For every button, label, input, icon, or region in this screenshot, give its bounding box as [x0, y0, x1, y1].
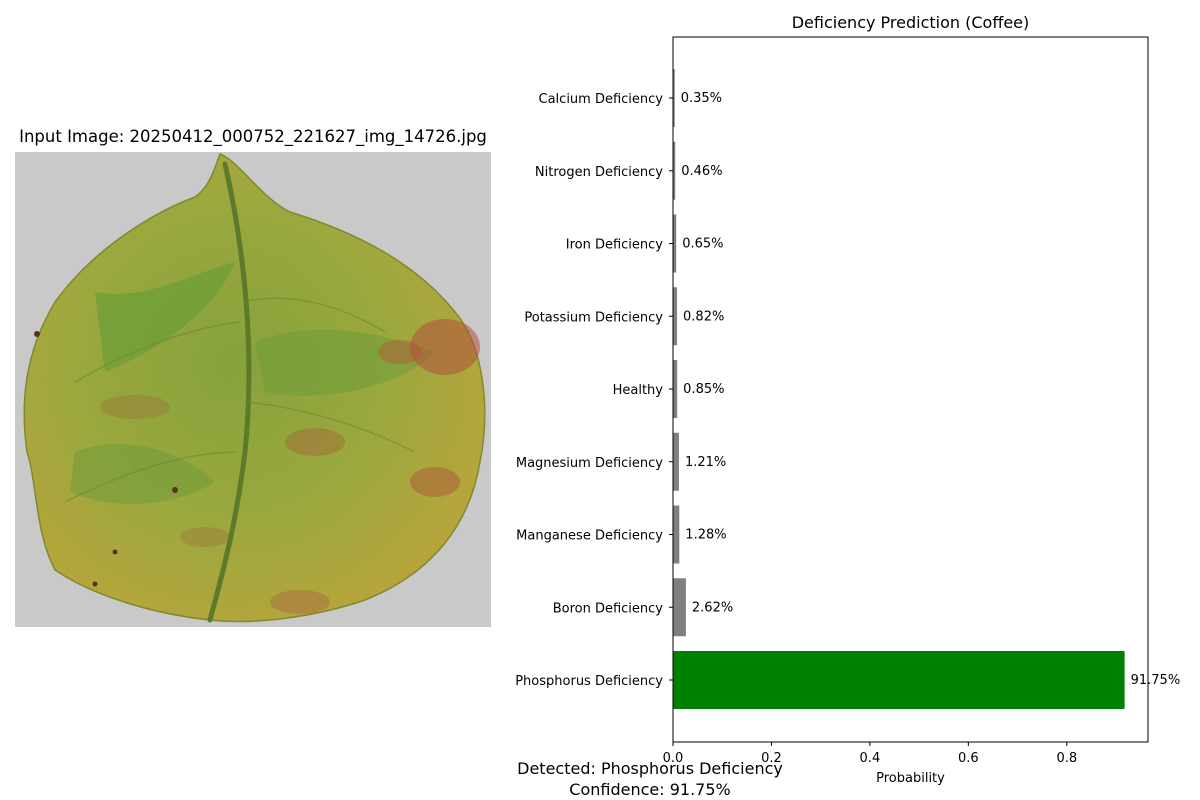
bar-value-label: 0.35%: [681, 91, 722, 106]
bar-value-label: 0.82%: [683, 309, 724, 324]
bar: [673, 360, 678, 418]
y-tick-label: Potassium Deficiency: [524, 310, 663, 325]
bar: [673, 141, 676, 200]
y-tick-label: Boron Deficiency: [553, 601, 664, 616]
bar: [673, 287, 678, 346]
bar-value-label: 1.21%: [685, 455, 726, 470]
bar: [673, 214, 677, 273]
x-tick-label: 0.4: [860, 751, 881, 766]
input-leaf-image: [15, 152, 491, 627]
x-axis-label: Probability: [876, 771, 945, 786]
plot-frame: [672, 36, 1149, 743]
bar-value-label: 0.65%: [682, 237, 723, 252]
x-tick-label: 0.2: [761, 751, 782, 766]
bar-value-label: 1.28%: [685, 528, 726, 543]
bar-value-label: 0.85%: [683, 382, 724, 397]
bar: [673, 69, 675, 127]
bar: [673, 578, 686, 637]
image-title: Input Image: 20250412_000752_221627_img_…: [19, 127, 487, 146]
y-tick-label: Magnesium Deficiency: [516, 456, 663, 471]
y-tick-label: Phosphorus Deficiency: [515, 674, 663, 689]
bar-value-label: 91.75%: [1131, 673, 1181, 688]
y-tick-label: Nitrogen Deficiency: [535, 165, 663, 180]
bar-value-label: 0.46%: [681, 164, 722, 179]
x-tick-label: 0.0: [663, 751, 684, 766]
detection-result: Detected: Phosphorus Deficiency Confiden…: [400, 758, 900, 800]
chart-title: Deficiency Prediction (Coffee): [792, 13, 1030, 32]
bar: [673, 505, 680, 564]
leaf-icon: [23, 153, 486, 623]
x-tick-label: 0.8: [1056, 751, 1077, 766]
bar: [673, 432, 679, 491]
y-tick-label: Manganese Deficiency: [516, 529, 663, 544]
bar-value-label: 2.62%: [692, 600, 733, 615]
x-tick-label: 0.6: [958, 751, 979, 766]
confidence-label: Confidence: 91.75%: [569, 780, 731, 799]
y-tick-label: Iron Deficiency: [566, 238, 664, 253]
y-tick-label: Calcium Deficiency: [539, 92, 664, 107]
y-tick-label: Healthy: [613, 383, 664, 398]
bar: [673, 651, 1125, 709]
detected-label: Detected: Phosphorus Deficiency: [517, 759, 783, 778]
